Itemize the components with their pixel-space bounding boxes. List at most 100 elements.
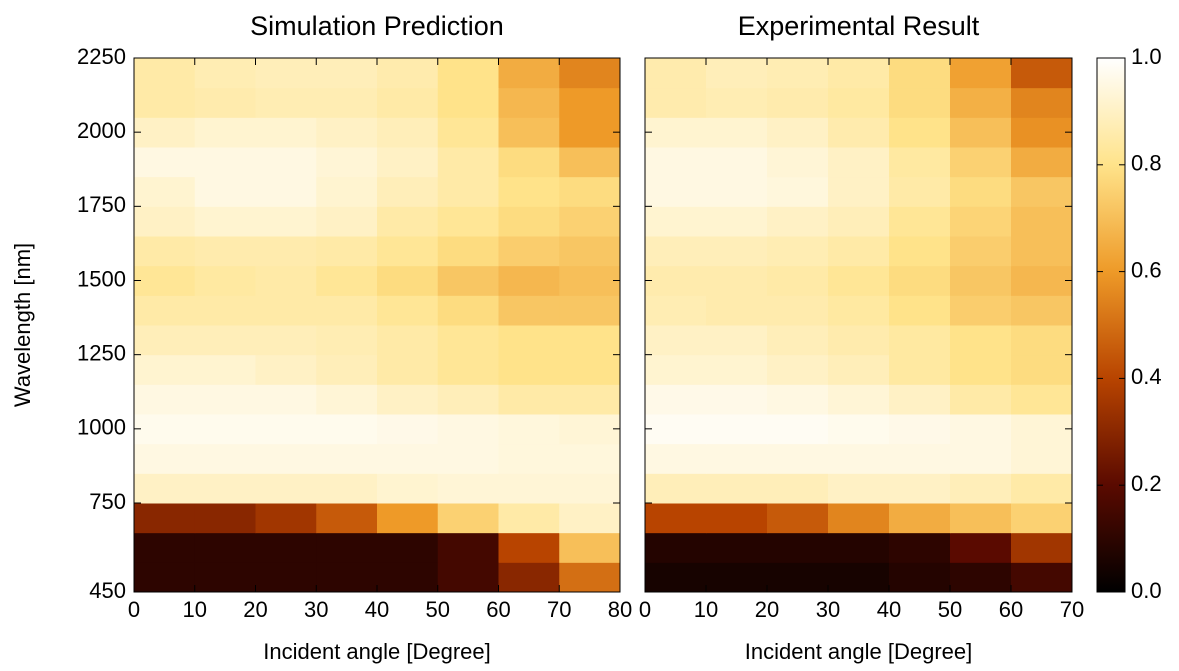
heatmap-cell xyxy=(559,384,621,415)
heatmap-cell xyxy=(498,532,560,563)
x-tick-label: 0 xyxy=(128,597,140,622)
heatmap-cell xyxy=(828,265,890,296)
heatmap-cell xyxy=(645,414,707,445)
heatmap-cell xyxy=(437,236,499,267)
heatmap-cell xyxy=(316,473,378,504)
heatmap-cell xyxy=(767,354,829,385)
colorbar-tick-label: 0.2 xyxy=(1131,471,1162,496)
heatmap-cell xyxy=(645,295,707,326)
heatmap-cell xyxy=(559,236,621,267)
heatmap-cell xyxy=(889,147,951,178)
heatmap-cell xyxy=(645,206,707,237)
heatmap-cell xyxy=(134,265,196,296)
heatmap-cell xyxy=(828,384,890,415)
heatmap-cell xyxy=(437,443,499,474)
heatmap-cell xyxy=(498,354,560,385)
heatmap-cell xyxy=(828,147,890,178)
heatmap-cell xyxy=(706,176,768,207)
heatmap-cell xyxy=(645,325,707,356)
heatmap-cell xyxy=(316,206,378,237)
heatmap-cell xyxy=(255,384,317,415)
heatmap-cell xyxy=(559,295,621,326)
heatmap-cell xyxy=(889,443,951,474)
y-tick-label: 1500 xyxy=(77,266,126,291)
colorbar-tick-label: 1.0 xyxy=(1131,44,1162,69)
heatmap-cell xyxy=(377,58,439,89)
heatmap-cell xyxy=(645,236,707,267)
x-tick-label: 80 xyxy=(608,597,632,622)
heatmap-cell xyxy=(437,295,499,326)
x-tick-label: 70 xyxy=(547,597,571,622)
heatmap-cell xyxy=(950,503,1012,534)
chart-title: Simulation Prediction xyxy=(250,11,504,41)
heatmap-cell xyxy=(950,58,1012,89)
heatmap-cell xyxy=(889,562,951,593)
heatmap-cell xyxy=(1011,414,1073,445)
heatmap-cell xyxy=(645,473,707,504)
colorbar-tick-label: 0.6 xyxy=(1131,257,1162,282)
x-axis-label: Incident angle [Degree] xyxy=(263,639,491,664)
x-axis-label: Incident angle [Degree] xyxy=(745,639,973,664)
heatmap-cell xyxy=(377,236,439,267)
heatmap-cell xyxy=(1011,562,1073,593)
heatmap-cell xyxy=(1011,147,1073,178)
heatmap-cell xyxy=(559,503,621,534)
heatmap-cell xyxy=(316,295,378,326)
heatmap-cell xyxy=(194,443,256,474)
heatmap-cell xyxy=(767,176,829,207)
heatmap-cell xyxy=(767,443,829,474)
heatmap-cell xyxy=(645,117,707,148)
heatmap-cell xyxy=(1011,532,1073,563)
heatmap-cell xyxy=(377,414,439,445)
heatmap-cell xyxy=(645,147,707,178)
heatmap-cell xyxy=(498,206,560,237)
heatmap-cell xyxy=(437,87,499,118)
heatmap-cell xyxy=(377,473,439,504)
heatmap-cell xyxy=(706,414,768,445)
heatmap-cell xyxy=(498,414,560,445)
heatmap-cell xyxy=(889,206,951,237)
heatmap-cell xyxy=(194,384,256,415)
heatmap-cell xyxy=(437,473,499,504)
heatmap-cell xyxy=(828,295,890,326)
heatmap-cell xyxy=(889,503,951,534)
heatmap-cell xyxy=(134,147,196,178)
heatmap-cell xyxy=(559,87,621,118)
heatmap-cell xyxy=(498,117,560,148)
heatmap-cell xyxy=(377,325,439,356)
heatmap-cell xyxy=(255,325,317,356)
heatmap-cell xyxy=(498,443,560,474)
x-tick-label: 30 xyxy=(816,597,840,622)
y-axis-label: Wavelength [nm] xyxy=(10,243,35,407)
heatmap-cell xyxy=(255,503,317,534)
heatmap-cell xyxy=(316,58,378,89)
heatmap-cell xyxy=(134,384,196,415)
heatmap-cell xyxy=(377,147,439,178)
heatmap-cell xyxy=(134,176,196,207)
heatmap-cell xyxy=(1011,503,1073,534)
heatmap-cell xyxy=(498,295,560,326)
heatmap-cell xyxy=(316,87,378,118)
heatmap-cell xyxy=(828,562,890,593)
heatmap-cell xyxy=(134,58,196,89)
heatmap-cell xyxy=(437,354,499,385)
heatmap-cell xyxy=(1011,176,1073,207)
y-tick-label: 2000 xyxy=(77,118,126,143)
heatmap-cell xyxy=(950,117,1012,148)
heatmap-cell xyxy=(889,265,951,296)
heatmap-cell xyxy=(889,295,951,326)
heatmap-cell xyxy=(194,325,256,356)
heatmap-cell xyxy=(134,354,196,385)
x-tick-label: 30 xyxy=(304,597,328,622)
y-tick-label: 1250 xyxy=(77,340,126,365)
heatmap-cell xyxy=(950,295,1012,326)
heatmap-cell xyxy=(437,562,499,593)
heatmap-cell xyxy=(255,265,317,296)
heatmap-cell xyxy=(767,265,829,296)
y-tick-label: 750 xyxy=(89,489,126,514)
heatmap-cell xyxy=(194,354,256,385)
heatmap-cell xyxy=(255,532,317,563)
heatmap-cell xyxy=(255,176,317,207)
heatmap-cell xyxy=(767,473,829,504)
x-tick-label: 20 xyxy=(243,597,267,622)
